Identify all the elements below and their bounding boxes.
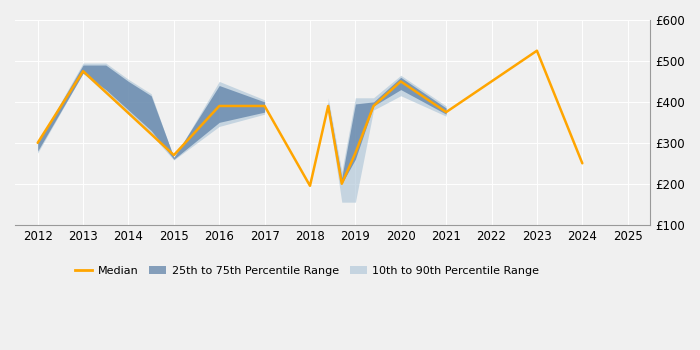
Legend: Median, 25th to 75th Percentile Range, 10th to 90th Percentile Range: Median, 25th to 75th Percentile Range, 1… — [71, 262, 544, 281]
